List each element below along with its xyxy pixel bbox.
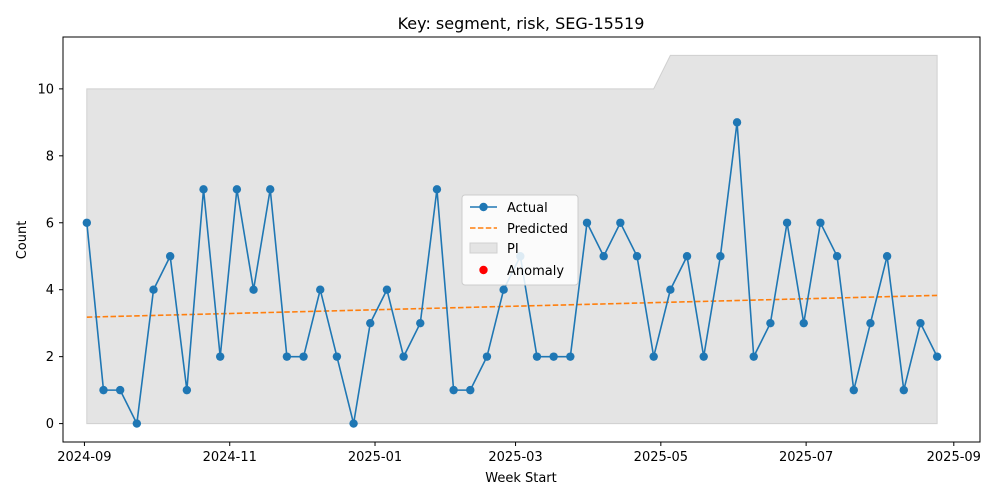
actual-point <box>916 318 925 328</box>
actual-point <box>199 185 208 194</box>
legend-label-actual: Actual <box>507 201 548 216</box>
actual-point <box>749 352 758 361</box>
legend-label-pi: PI <box>507 242 519 257</box>
x-tick-label: 2025-09 <box>927 450 981 465</box>
legend: Actual Predicted PI Anomaly <box>461 194 579 286</box>
actual-point <box>549 352 558 361</box>
y-axis-label: Count <box>15 221 30 260</box>
x-axis-label: Week Start <box>485 471 557 486</box>
actual-point <box>566 352 575 361</box>
y-tick-label: 8 <box>46 149 54 164</box>
x-tick-label: 2025-07 <box>779 450 833 465</box>
actual-point <box>449 385 458 395</box>
actual-point <box>499 285 508 294</box>
chart-title: Key: segment, risk, SEG-15519 <box>398 14 645 33</box>
actual-point <box>632 252 642 261</box>
legend-box <box>461 194 579 286</box>
actual-point <box>132 419 142 428</box>
plot-frame <box>62 36 981 443</box>
actual-point <box>416 318 425 328</box>
legend-label-predicted: Predicted <box>507 222 568 237</box>
legend-actual-marker-icon <box>479 202 488 212</box>
legend-entry-pi: PI <box>469 242 519 257</box>
y-tick-label: 2 <box>46 350 54 365</box>
actual-point <box>349 419 358 428</box>
actual-point <box>532 352 542 361</box>
legend-pi-patch-icon <box>469 242 498 254</box>
legend-entry-predicted: Predicted <box>470 222 568 237</box>
actual-point <box>932 352 942 361</box>
actual-point <box>99 385 108 395</box>
actual-point <box>249 285 258 294</box>
x-tick-label: 2024-09 <box>57 450 111 465</box>
actual-point <box>482 352 492 361</box>
actual-point <box>165 252 175 261</box>
actual-point <box>766 318 775 328</box>
actual-point <box>266 185 275 194</box>
x-tick-label: 2024-11 <box>203 450 257 465</box>
legend-label-anomaly: Anomaly <box>507 264 564 279</box>
actual-point <box>299 352 308 361</box>
y-tick-label: 6 <box>46 216 54 231</box>
actual-point <box>649 352 658 361</box>
legend-anomaly-marker-icon <box>479 265 488 275</box>
x-axis-ticks: 2024-09 2024-11 2025-01 2025-03 2025-05 2025-… <box>57 442 981 465</box>
actual-point <box>466 385 475 395</box>
actual-point <box>899 385 908 395</box>
actual-point <box>732 118 742 127</box>
actual-point <box>666 285 675 294</box>
actual-point <box>115 385 125 395</box>
actual-point <box>432 185 442 194</box>
actual-point <box>399 352 408 361</box>
actual-point <box>832 252 842 261</box>
actual-point <box>216 352 225 361</box>
actual-point <box>799 318 808 328</box>
actual-point <box>232 185 242 194</box>
x-tick-label: 2025-01 <box>348 450 402 465</box>
actual-point <box>582 218 592 227</box>
actual-point <box>366 318 375 328</box>
actual-point <box>699 352 708 361</box>
actual-point <box>816 218 825 227</box>
actual-point <box>682 252 692 261</box>
actual-point <box>866 318 875 328</box>
y-tick-label: 10 <box>37 82 54 97</box>
y-axis-ticks: 0 2 4 6 8 10 <box>37 82 63 432</box>
actual-point <box>382 285 392 294</box>
actual-point <box>316 285 325 294</box>
x-tick-label: 2025-03 <box>488 450 542 465</box>
legend-entry-actual: Actual <box>470 201 548 216</box>
actual-point <box>849 385 858 395</box>
actual-point <box>332 352 342 361</box>
x-tick-label: 2025-05 <box>634 450 688 465</box>
y-tick-label: 0 <box>46 417 54 432</box>
actual-point <box>616 218 625 227</box>
actual-point <box>82 218 92 227</box>
actual-point <box>149 285 158 294</box>
y-tick-label: 4 <box>46 283 54 298</box>
actual-point <box>282 352 292 361</box>
actual-point <box>182 385 192 395</box>
actual-point <box>782 218 792 227</box>
legend-entry-anomaly: Anomaly <box>479 264 564 279</box>
actual-point <box>716 252 725 261</box>
actual-point <box>599 252 608 261</box>
actual-point <box>882 252 892 261</box>
